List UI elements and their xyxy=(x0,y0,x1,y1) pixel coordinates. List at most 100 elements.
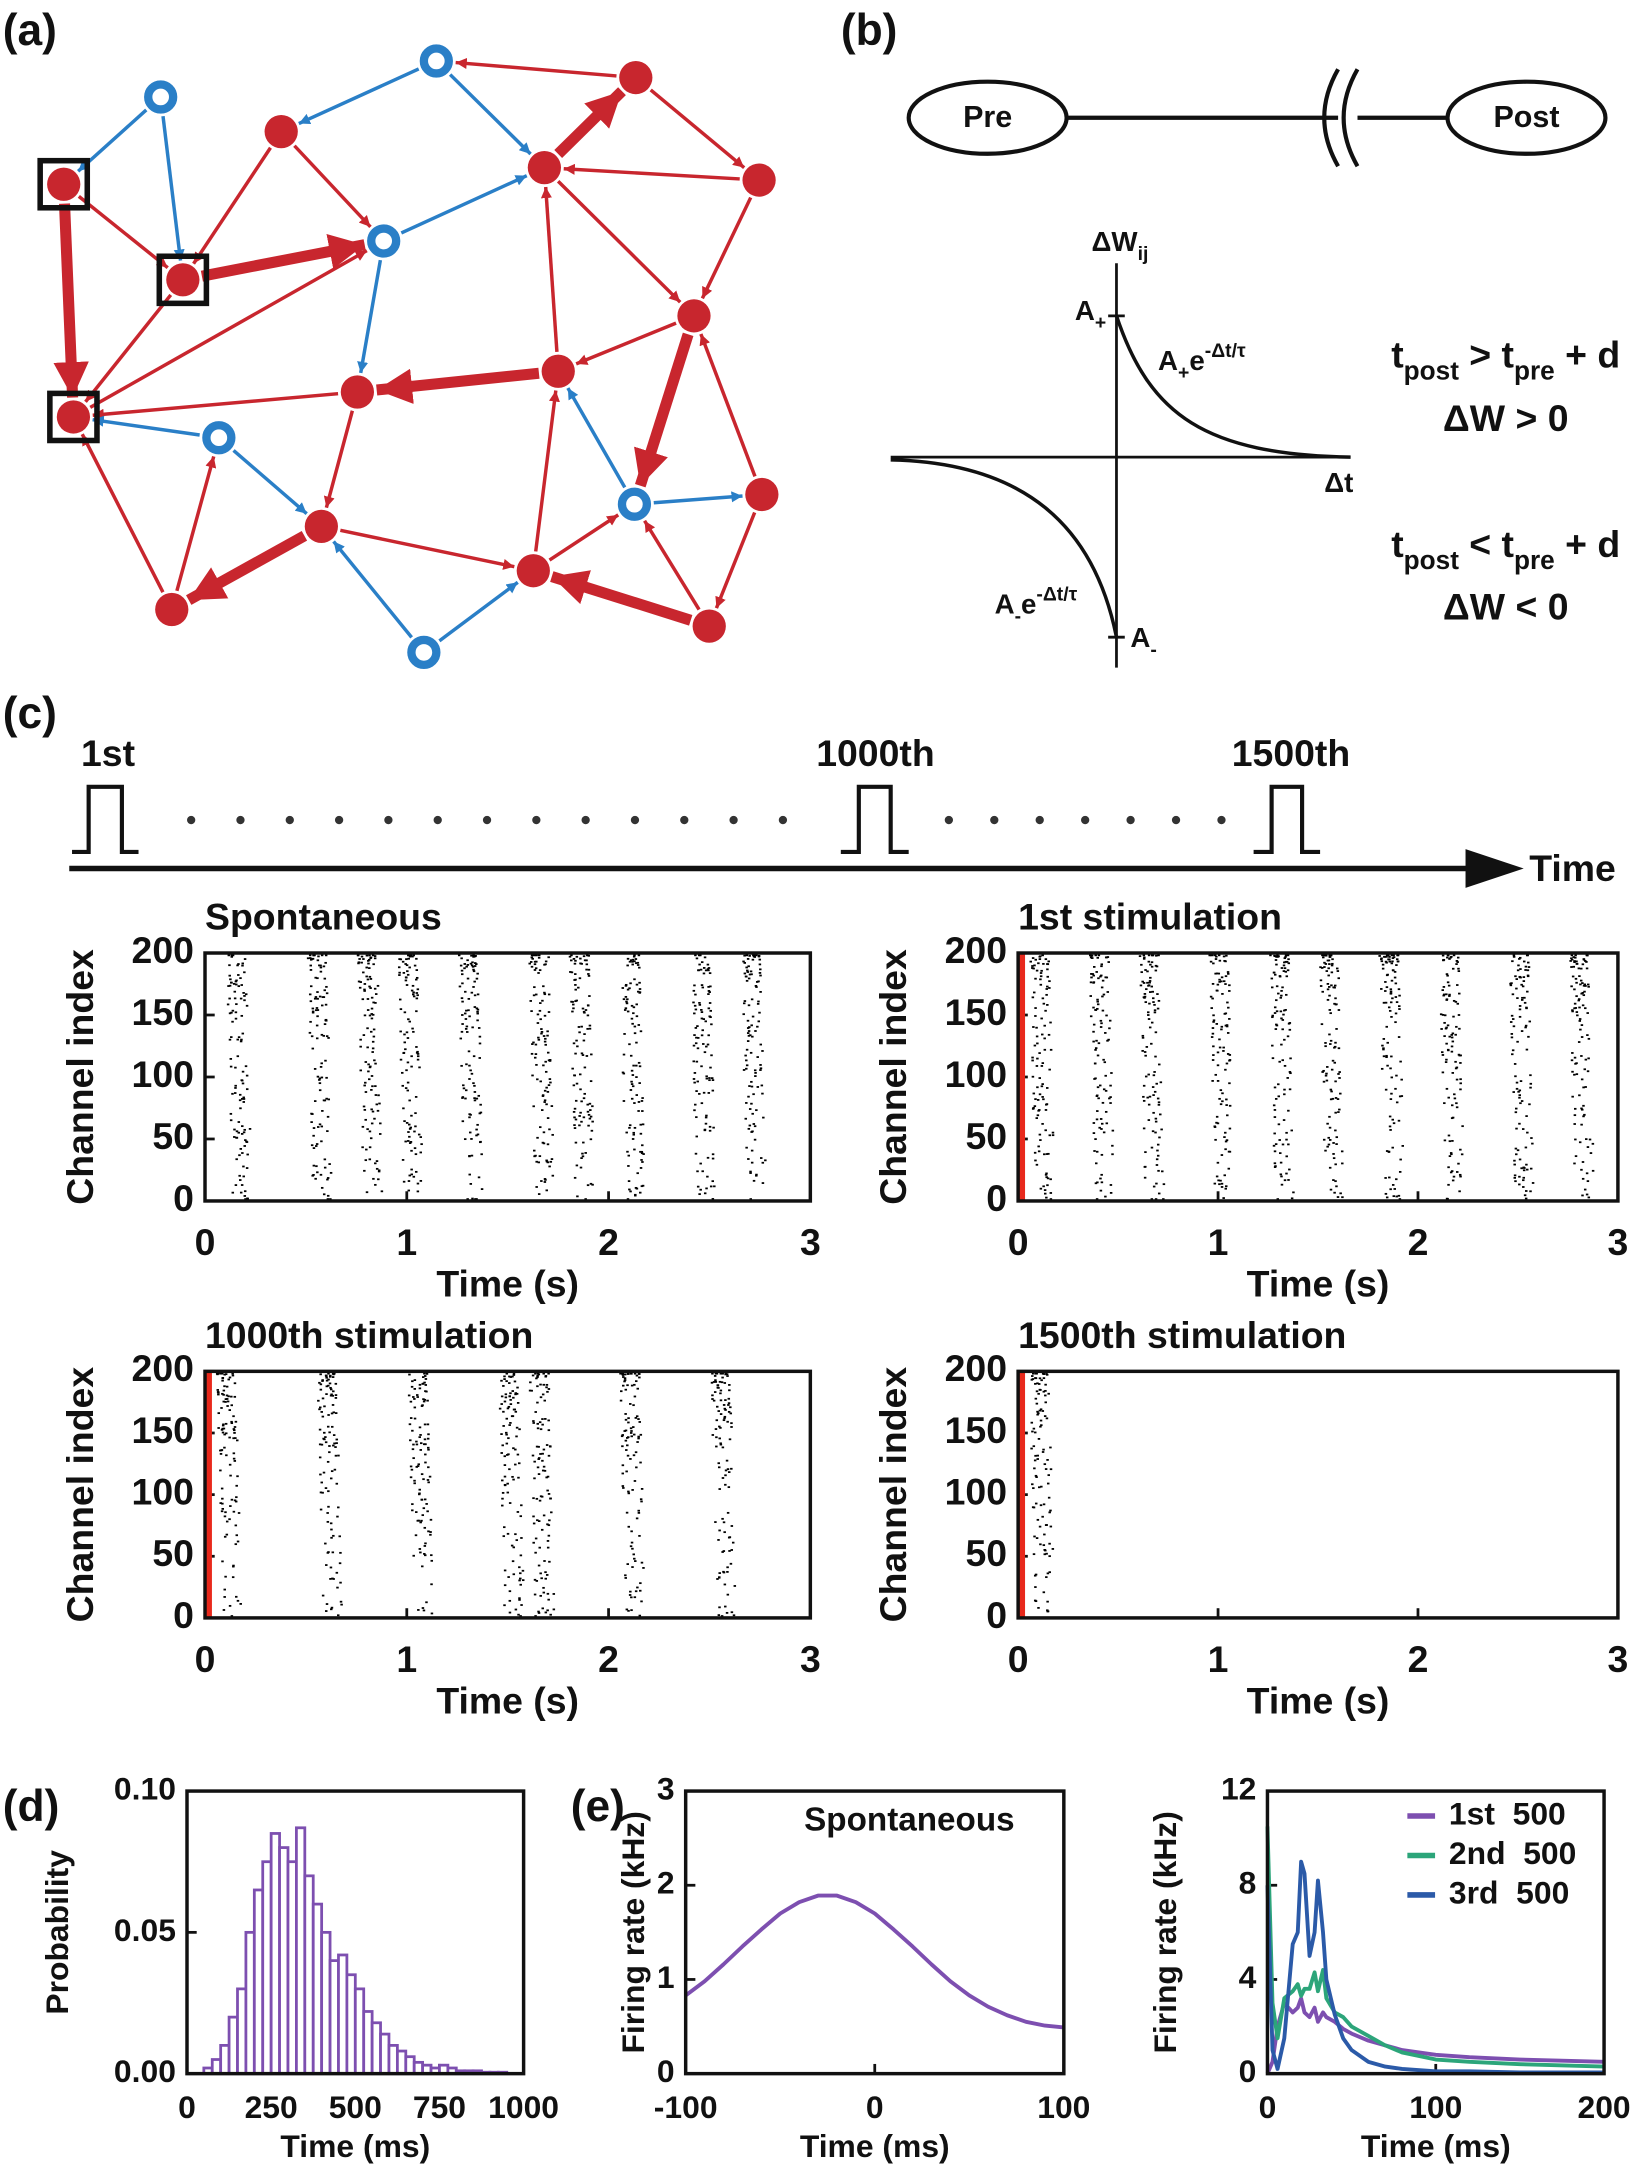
spike xyxy=(706,963,710,966)
spike xyxy=(1571,1070,1574,1073)
spike xyxy=(748,954,751,957)
spike xyxy=(503,1584,507,1587)
spike xyxy=(623,1380,626,1383)
spike xyxy=(1034,1007,1037,1009)
spike xyxy=(1142,982,1146,984)
spike xyxy=(324,1441,328,1444)
synapse-edge xyxy=(540,186,559,353)
spike xyxy=(1148,1095,1152,1098)
spike xyxy=(505,1372,509,1375)
spike xyxy=(640,1561,644,1564)
spike xyxy=(712,1381,716,1383)
spike xyxy=(331,1376,335,1378)
spike xyxy=(1519,1080,1523,1083)
spike xyxy=(1156,1097,1160,1100)
spike xyxy=(1518,1008,1522,1011)
spike xyxy=(1459,1148,1462,1151)
spike xyxy=(743,972,747,975)
spike xyxy=(1043,1048,1047,1051)
spike xyxy=(626,998,629,1001)
spike xyxy=(519,1577,522,1580)
spike xyxy=(1031,1483,1034,1486)
spike xyxy=(546,1090,550,1093)
spike xyxy=(537,1193,541,1195)
spike xyxy=(1382,1055,1386,1058)
spike xyxy=(503,1526,506,1529)
spike xyxy=(537,1445,540,1448)
spike xyxy=(323,1099,327,1102)
spike xyxy=(424,1390,427,1393)
spike xyxy=(473,1084,476,1087)
spike xyxy=(537,1473,541,1475)
spike xyxy=(1583,983,1587,986)
spike xyxy=(363,988,366,991)
spike xyxy=(573,962,577,965)
spike xyxy=(365,954,369,957)
spike xyxy=(1219,1179,1222,1182)
spike xyxy=(537,1612,541,1614)
spike xyxy=(1042,1503,1046,1506)
spike xyxy=(223,1446,226,1449)
spike xyxy=(573,1176,577,1179)
spike xyxy=(309,985,313,988)
spike xyxy=(419,1449,423,1451)
spike xyxy=(635,1094,639,1096)
spike xyxy=(747,1158,750,1160)
spike xyxy=(1032,1445,1036,1448)
spike xyxy=(1032,1487,1035,1490)
spike xyxy=(419,1151,423,1154)
spike xyxy=(627,1180,631,1183)
spike xyxy=(1035,1390,1039,1393)
spike xyxy=(236,1599,240,1602)
spike xyxy=(1273,1086,1277,1089)
spike xyxy=(474,955,477,957)
spike xyxy=(1519,968,1522,970)
spike xyxy=(573,1116,576,1119)
spike xyxy=(1143,956,1146,959)
inhibitory-neuron xyxy=(367,224,401,258)
spike xyxy=(323,1431,326,1434)
excitatory-neuron xyxy=(155,592,189,627)
spike xyxy=(1035,1372,1038,1375)
spike xyxy=(1334,1163,1337,1166)
spike xyxy=(228,1604,232,1607)
spike xyxy=(217,1393,220,1396)
spike xyxy=(1324,1045,1327,1048)
spike xyxy=(225,1533,229,1536)
spike xyxy=(727,1397,731,1400)
spike xyxy=(1156,1143,1160,1146)
spike xyxy=(1445,1026,1448,1029)
spike xyxy=(718,1437,721,1440)
spike xyxy=(1157,954,1160,957)
spike xyxy=(694,1152,698,1155)
spike xyxy=(583,1092,586,1095)
spike xyxy=(511,1475,514,1478)
spike xyxy=(1516,969,1520,972)
spike xyxy=(708,1002,712,1004)
spike xyxy=(1108,1097,1111,1100)
spike xyxy=(312,1164,316,1167)
spike xyxy=(1509,984,1513,987)
spike xyxy=(409,1476,413,1479)
spike xyxy=(531,1074,534,1077)
x-tick-label: 1 xyxy=(1208,1638,1229,1680)
spike xyxy=(1220,1154,1224,1156)
spike xyxy=(1036,1458,1039,1460)
spike xyxy=(581,1007,585,1010)
spike xyxy=(232,1437,235,1440)
spike xyxy=(473,1097,476,1100)
spike xyxy=(587,973,590,975)
spike xyxy=(1108,1019,1112,1022)
spike xyxy=(310,1121,313,1124)
spike xyxy=(695,1116,698,1119)
spike xyxy=(426,1423,430,1426)
spike xyxy=(237,974,240,976)
spike xyxy=(756,1025,759,1028)
spike xyxy=(325,992,329,995)
spike xyxy=(533,1460,536,1463)
spike xyxy=(1102,993,1106,996)
spike xyxy=(582,1039,586,1042)
spike xyxy=(359,1045,362,1048)
